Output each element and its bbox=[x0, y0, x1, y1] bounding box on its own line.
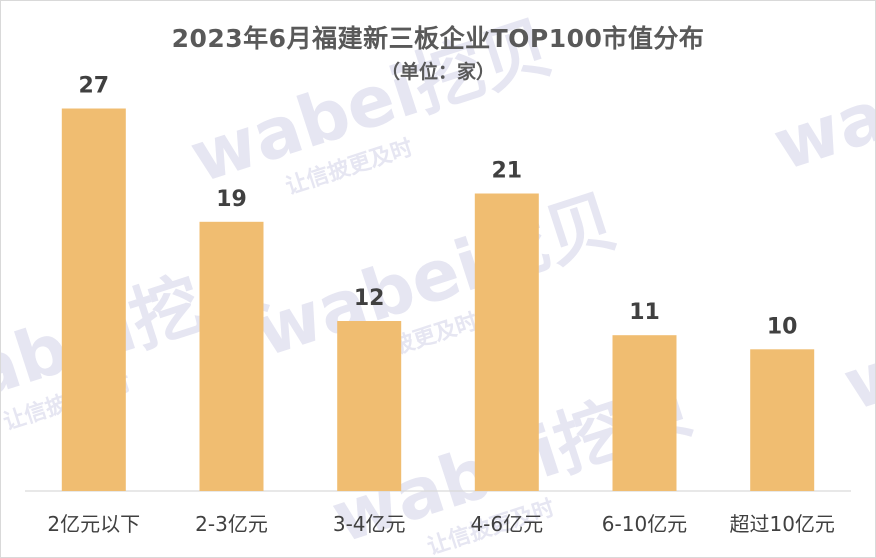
bar bbox=[61, 108, 126, 491]
bar bbox=[474, 193, 539, 491]
bar bbox=[199, 221, 264, 492]
bar bbox=[337, 321, 402, 491]
x-tick-label: 6-10亿元 bbox=[602, 512, 687, 536]
chart-subtitle: （单位：家） bbox=[380, 61, 495, 83]
data-label: 27 bbox=[78, 74, 109, 99]
bar bbox=[612, 335, 677, 491]
data-label: 12 bbox=[354, 286, 385, 311]
data-label: 21 bbox=[491, 159, 522, 184]
x-tick-label: 2-3亿元 bbox=[195, 512, 268, 536]
chart-title: 2023年6月福建新三板企业TOP100市值分布 bbox=[171, 24, 705, 53]
x-tick-label: 3-4亿元 bbox=[333, 512, 406, 536]
x-tick-label: 2亿元以下 bbox=[47, 512, 140, 536]
data-label: 10 bbox=[767, 314, 798, 339]
data-label: 11 bbox=[629, 300, 660, 325]
x-tick-label: 4-6亿元 bbox=[470, 512, 543, 536]
data-label: 19 bbox=[216, 187, 247, 212]
x-tick-label: 超过10亿元 bbox=[729, 512, 834, 536]
bar bbox=[750, 349, 815, 491]
